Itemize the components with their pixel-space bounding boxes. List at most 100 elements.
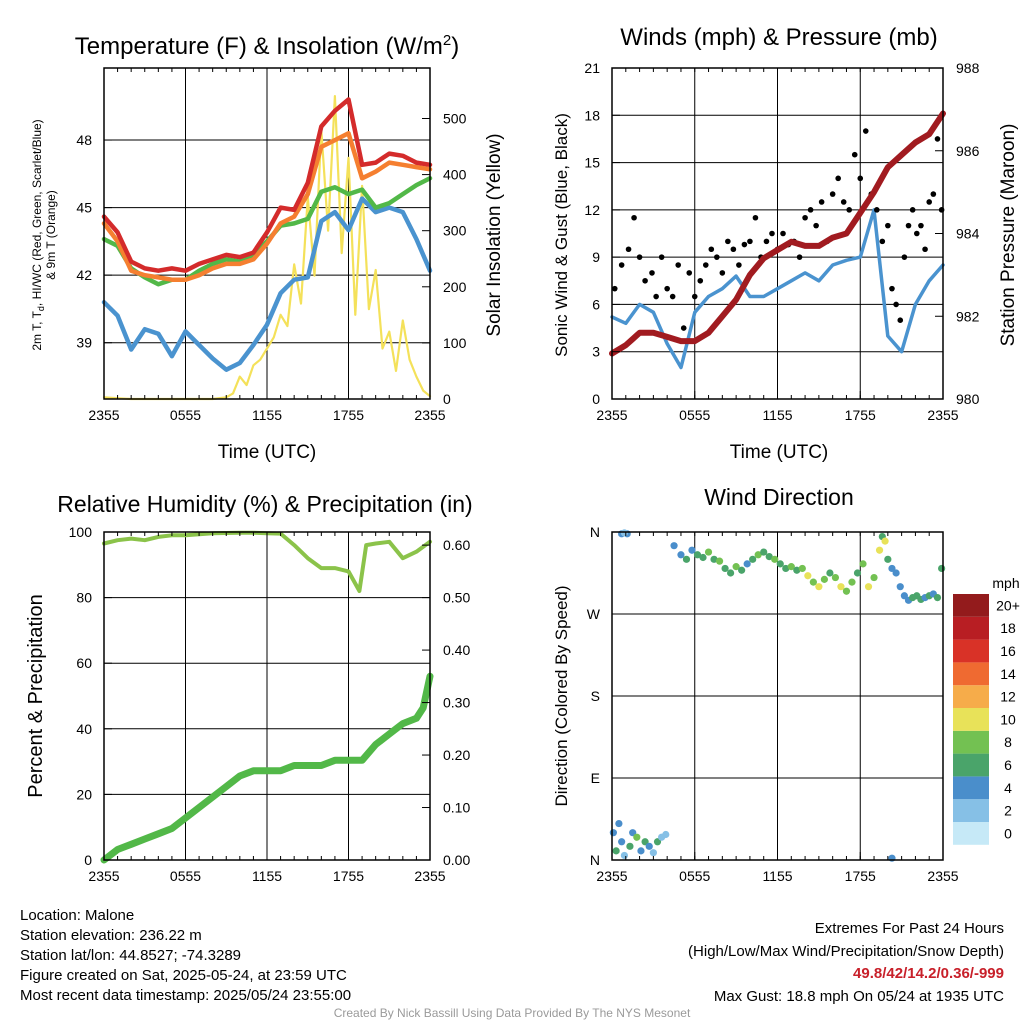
y-tick-label-right: 0.20 bbox=[443, 747, 470, 763]
direction-point bbox=[641, 838, 649, 846]
gust-point bbox=[730, 246, 737, 253]
direction-point bbox=[704, 548, 713, 556]
colorbar-label: 8 bbox=[1004, 734, 1012, 750]
gust-point bbox=[930, 191, 937, 197]
extremes-values: 49.8/42/14.2/0.36/-999 bbox=[853, 965, 1004, 982]
gust-point bbox=[725, 238, 731, 245]
direction-point bbox=[853, 569, 862, 577]
direction-point bbox=[612, 847, 620, 855]
x-tick-label: 1755 bbox=[333, 868, 364, 884]
gust-point bbox=[642, 277, 648, 284]
temperature-panel: Temperature (F) & Insolation (W/m2) 2355… bbox=[30, 32, 505, 463]
colorbar-label: 14 bbox=[1000, 666, 1016, 682]
gust-point bbox=[763, 238, 770, 245]
gust-point bbox=[741, 241, 748, 248]
wind-direction-panel: Wind Direction 2355 0555 1155 1755 2355NESWN… bbox=[552, 484, 1020, 884]
direction-point bbox=[875, 546, 884, 554]
direction-point bbox=[693, 551, 702, 559]
y-tick-label-left: W bbox=[587, 606, 601, 622]
gust-point bbox=[913, 230, 920, 237]
gust-point bbox=[926, 199, 933, 205]
gust-point bbox=[857, 175, 864, 182]
direction-point bbox=[896, 583, 904, 591]
y-tick-label-left: 9 bbox=[592, 249, 600, 265]
colorbar-label: 16 bbox=[1000, 643, 1016, 659]
y-tick-label-right: 982 bbox=[956, 308, 980, 324]
direction-point bbox=[900, 592, 908, 600]
gust-point bbox=[874, 207, 880, 213]
x-tick-label: 1755 bbox=[333, 407, 364, 423]
gust-point bbox=[918, 222, 924, 229]
colorbar-unit: mph bbox=[992, 575, 1019, 591]
direction-point bbox=[776, 560, 784, 568]
y-tick-label-left: 0 bbox=[84, 852, 92, 868]
direction-point bbox=[626, 842, 634, 850]
direction-point bbox=[609, 829, 617, 837]
x-tick-label: 1755 bbox=[845, 868, 876, 884]
direction-point bbox=[629, 829, 637, 837]
gust-point bbox=[840, 199, 847, 205]
temperature-right-ylabel: Solar Insolation (Yellow) bbox=[484, 133, 505, 336]
direction-point bbox=[892, 569, 900, 577]
plot-frame bbox=[103, 531, 431, 861]
colorbar-swatch bbox=[953, 776, 989, 800]
direction-point bbox=[682, 555, 691, 563]
direction-point bbox=[859, 560, 867, 568]
direction-point bbox=[620, 851, 629, 860]
gust-point bbox=[835, 175, 841, 182]
gust-point bbox=[625, 246, 632, 253]
x-tick-label: 1155 bbox=[252, 407, 282, 423]
gust-point bbox=[752, 214, 759, 221]
pressure-series-line bbox=[609, 110, 946, 357]
winds-right-ylabel: Station Pressure (Maroon) bbox=[998, 124, 1019, 347]
direction-point bbox=[938, 564, 946, 573]
gust-point bbox=[802, 214, 808, 221]
plot-frame bbox=[611, 67, 944, 400]
colorbar-swatch bbox=[953, 753, 989, 777]
x-tick-label: 2355 bbox=[927, 407, 958, 423]
y-tick-label-left: 60 bbox=[76, 655, 92, 671]
gust-point bbox=[851, 151, 858, 158]
y-tick-label-right: 980 bbox=[956, 391, 980, 407]
gust-point bbox=[664, 285, 670, 292]
gust-point bbox=[686, 270, 693, 276]
y-tick-label-right: 0.40 bbox=[443, 642, 470, 658]
precip-series-line bbox=[100, 672, 434, 864]
y-tick-label-left: 15 bbox=[584, 155, 600, 171]
figure-created: Figure created on Sat, 2025-05-24, at 23… bbox=[20, 967, 347, 984]
x-tick-label: 2355 bbox=[414, 868, 445, 884]
blue-series-line bbox=[101, 196, 433, 372]
y-tick-label-left: 18 bbox=[584, 107, 600, 123]
direction-point bbox=[793, 566, 801, 574]
direction-point bbox=[754, 551, 762, 559]
y-tick-label-left: 100 bbox=[69, 524, 93, 540]
colorbar-label: 20+ bbox=[996, 597, 1020, 613]
temperature-left-ylabel-line2: & 9m T (Orange) bbox=[44, 190, 58, 280]
orange-series-line bbox=[101, 131, 433, 282]
colorbar-label: 18 bbox=[1000, 620, 1016, 636]
colorbar-swatch bbox=[953, 662, 989, 686]
colorbar-swatch bbox=[953, 822, 989, 845]
gust-point bbox=[736, 262, 742, 268]
gust-point bbox=[829, 191, 836, 197]
gust-point bbox=[885, 222, 891, 229]
y-tick-label-left: N bbox=[590, 852, 600, 868]
x-tick-label: 0555 bbox=[170, 407, 201, 423]
direction-point bbox=[662, 830, 670, 839]
temperature-xlabel: Time (UTC) bbox=[218, 442, 317, 463]
gust-point bbox=[813, 222, 819, 229]
x-tick-label: 1155 bbox=[762, 868, 792, 884]
y-tick-label-right: 200 bbox=[443, 279, 467, 295]
direction-point bbox=[782, 564, 790, 573]
humidity-panel: Relative Humidity (%) & Precipitation (i… bbox=[25, 491, 473, 884]
gust-point bbox=[611, 285, 618, 292]
direction-point bbox=[620, 529, 629, 537]
gust-point bbox=[702, 262, 709, 268]
direction-point bbox=[884, 555, 892, 563]
humidity-left-ylabel: Percent & Precipitation bbox=[25, 594, 47, 797]
direction-point bbox=[765, 553, 773, 561]
direction-point bbox=[727, 569, 735, 577]
gust-point bbox=[618, 262, 625, 268]
y-tick-label-left: 39 bbox=[76, 335, 92, 351]
